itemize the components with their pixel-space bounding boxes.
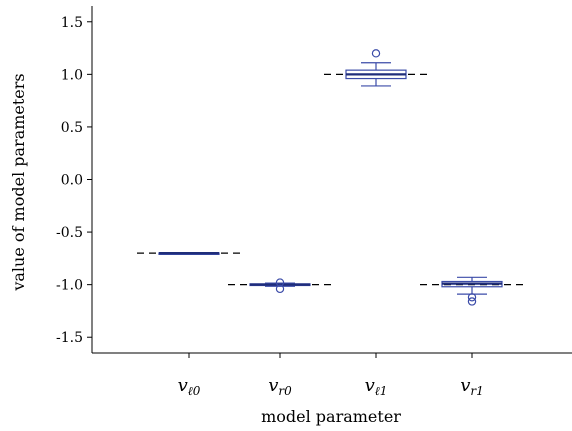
outlier-point (467, 297, 477, 306)
y-tick-label: -1.5 (56, 330, 83, 346)
y-tick-label: 1.5 (61, 15, 83, 31)
axes (91, 6, 572, 354)
box-1 (158, 251, 220, 255)
y-axis-ticks: -1.5 -1.0 -0.5 0.0 0.5 1.0 1.5 (56, 15, 92, 346)
y-tick-label: -1.0 (56, 278, 83, 294)
box-2 (249, 278, 311, 294)
y-tick-label: 0.5 (61, 120, 83, 136)
x-tick-label: vℓ1 (365, 375, 388, 398)
x-axis-title: model parameter (261, 407, 401, 426)
boxes (158, 49, 503, 306)
box-4 (441, 276, 503, 306)
x-tick-label: vℓ0 (178, 375, 201, 398)
outlier-point (275, 284, 285, 294)
outlier-point (467, 293, 477, 302)
y-tick-label: 0.0 (61, 173, 83, 189)
y-tick-label: -0.5 (56, 225, 83, 241)
outlier-point (371, 49, 381, 58)
outlier-point (275, 278, 285, 287)
x-axis-category-labels: vℓ0 vr0 vℓ1 vr1 (178, 353, 484, 398)
y-tick-label: 1.0 (61, 67, 83, 83)
x-tick-label: vr0 (268, 375, 292, 398)
y-axis-title: value of model parameters (9, 73, 28, 291)
box-3 (345, 49, 407, 87)
x-tick-label: vr1 (460, 375, 484, 398)
